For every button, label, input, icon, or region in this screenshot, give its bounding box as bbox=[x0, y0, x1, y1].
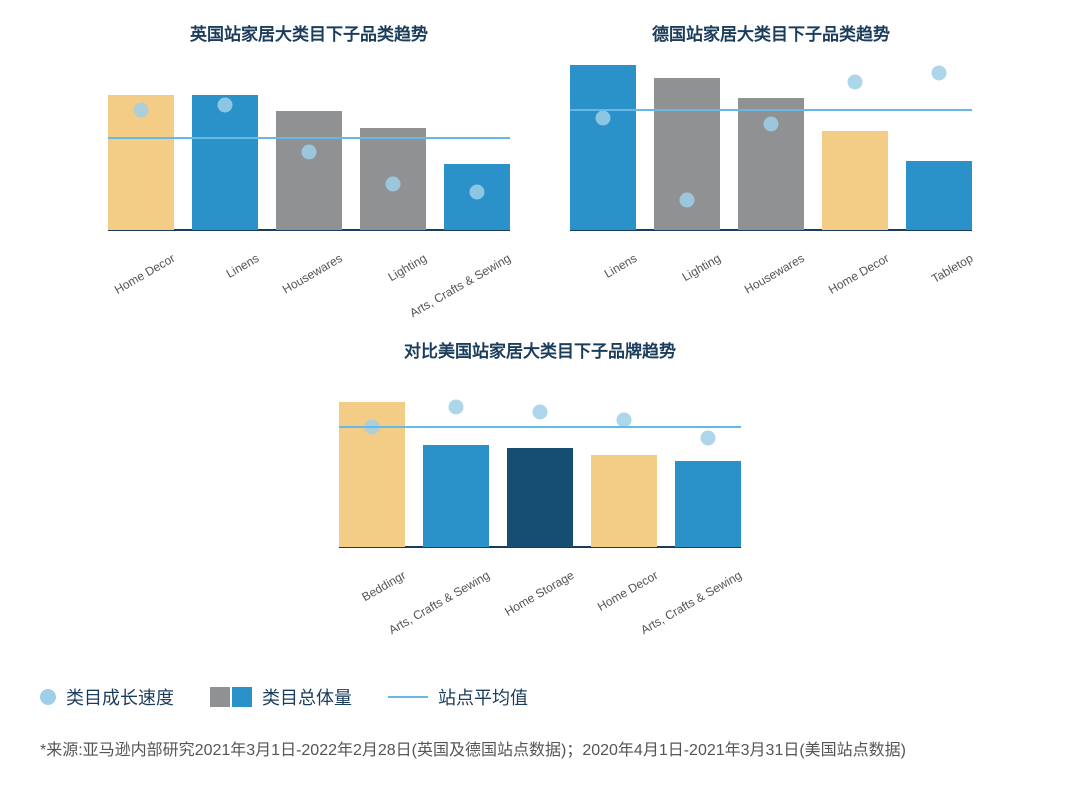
x-label: Lighting bbox=[386, 251, 429, 284]
legend-dot-icon bbox=[40, 689, 56, 705]
legend-growth-label: 类目成长速度 bbox=[66, 684, 174, 710]
bar bbox=[822, 131, 888, 230]
reference-line bbox=[108, 137, 510, 139]
bar bbox=[591, 455, 657, 547]
legend-square-blue-icon bbox=[232, 687, 252, 707]
x-label: Linens bbox=[223, 251, 261, 281]
bar-slot bbox=[108, 65, 174, 230]
growth-dot-icon bbox=[134, 102, 149, 117]
bar-slot bbox=[444, 65, 510, 230]
chart-us: 对比美国站家居大类目下子品牌趋势 BeddingrArts, Crafts & S… bbox=[339, 337, 741, 624]
bar-slot bbox=[276, 65, 342, 230]
x-labels: BeddingrArts, Crafts & SewingHome Storag… bbox=[339, 554, 741, 624]
x-labels: Linens Lighting Housewares Home Decor Tablet… bbox=[570, 237, 972, 307]
growth-dot-icon bbox=[218, 97, 233, 112]
bar-slot bbox=[654, 65, 720, 230]
bar-slot bbox=[906, 65, 972, 230]
bar-slot bbox=[822, 65, 888, 230]
x-label: Lighting bbox=[680, 251, 723, 284]
plot-area bbox=[339, 382, 741, 547]
growth-dot-icon bbox=[848, 74, 863, 89]
legend-avg: 站点平均值 bbox=[388, 684, 528, 710]
bars-container bbox=[570, 65, 972, 230]
legend-growth: 类目成长速度 bbox=[40, 684, 174, 710]
growth-dot-icon bbox=[932, 66, 947, 81]
x-label: Housewares bbox=[742, 251, 807, 296]
plot-area bbox=[570, 65, 972, 230]
bar-slot bbox=[507, 382, 573, 547]
chart-title: 英国站家居大类目下子品类趋势 bbox=[108, 20, 510, 45]
bar-slot bbox=[360, 65, 426, 230]
x-label: Home Storage bbox=[502, 568, 576, 619]
chart-title: 对比美国站家居大类目下子品牌趋势 bbox=[339, 337, 741, 362]
growth-dot-icon bbox=[701, 431, 716, 446]
legend-line-icon bbox=[388, 696, 428, 698]
bar bbox=[507, 448, 573, 547]
bars-container bbox=[108, 65, 510, 230]
legend: 类目成长速度 类目总体量 站点平均值 bbox=[40, 684, 1040, 710]
bar-slot bbox=[423, 382, 489, 547]
chart-de: 德国站家居大类目下子品类趋势 Linens Lighting Housewares Ho… bbox=[570, 20, 972, 307]
x-label: Tabletop bbox=[929, 251, 975, 286]
bar bbox=[675, 461, 741, 547]
bar-slot bbox=[675, 382, 741, 547]
growth-dot-icon bbox=[470, 185, 485, 200]
x-label: Home Decor bbox=[595, 568, 660, 614]
bar bbox=[276, 111, 342, 230]
bar bbox=[192, 95, 258, 230]
x-label: Home Decor bbox=[826, 251, 891, 297]
growth-dot-icon bbox=[596, 110, 611, 125]
plot-area bbox=[108, 65, 510, 230]
bar bbox=[423, 445, 489, 547]
bar-slot bbox=[570, 65, 636, 230]
chart-uk: 英国站家居大类目下子品类趋势 Home Decor Linens Housewares… bbox=[108, 20, 510, 307]
x-label: Housewares bbox=[280, 251, 345, 296]
x-label: Linens bbox=[601, 251, 639, 281]
bar-slot bbox=[339, 382, 405, 547]
bar bbox=[906, 161, 972, 230]
legend-avg-label: 站点平均值 bbox=[438, 684, 528, 710]
growth-dot-icon bbox=[449, 399, 464, 414]
reference-line bbox=[570, 109, 972, 111]
x-label: Beddingr bbox=[359, 568, 408, 604]
x-label: Home Decor bbox=[112, 251, 177, 297]
reference-line bbox=[339, 426, 741, 428]
legend-square-grey-icon bbox=[210, 687, 230, 707]
chart-title: 德国站家居大类目下子品类趋势 bbox=[570, 20, 972, 45]
bar bbox=[570, 65, 636, 230]
growth-dot-icon bbox=[386, 176, 401, 191]
bar-slot bbox=[192, 65, 258, 230]
growth-dot-icon bbox=[302, 145, 317, 160]
footnote: *来源:亚马逊内部研究2021年3月1日-2022年2月28日(英国及德国站点数… bbox=[40, 738, 1040, 764]
bars-container bbox=[339, 382, 741, 547]
growth-dot-icon bbox=[617, 412, 632, 427]
legend-volume: 类目总体量 bbox=[210, 684, 352, 710]
bar-slot bbox=[591, 382, 657, 547]
growth-dot-icon bbox=[533, 404, 548, 419]
legend-volume-label: 类目总体量 bbox=[262, 684, 352, 710]
growth-dot-icon bbox=[764, 117, 779, 132]
growth-dot-icon bbox=[680, 193, 695, 208]
bar-slot bbox=[738, 65, 804, 230]
x-labels: Home DecorLinensHousewaresLightingArts, … bbox=[108, 237, 510, 307]
